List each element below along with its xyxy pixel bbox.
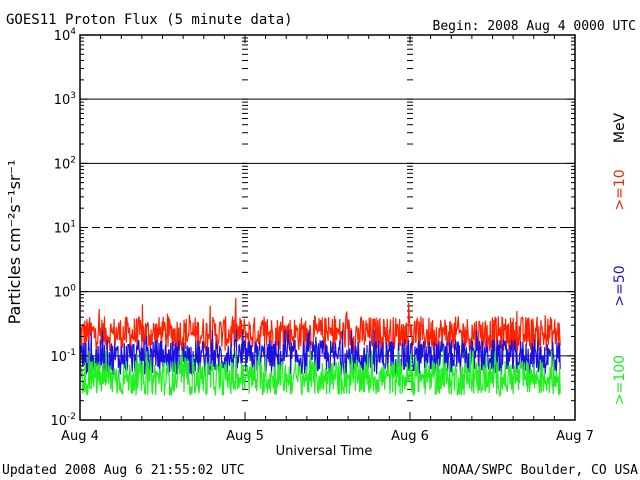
y-tick-label: 102 [54, 155, 76, 172]
y-axis-title: Particles cm⁻²s⁻¹sr⁻¹ [5, 160, 24, 325]
x-tick-label: Aug 4 [61, 429, 99, 444]
x-tick-label: Aug 6 [391, 429, 429, 444]
chart-title: GOES11 Proton Flux (5 minute data) [6, 12, 293, 28]
y-tick-label: 103 [54, 91, 76, 108]
legend-ge100: >=100 [612, 355, 628, 405]
x-axis-title: Universal Time [276, 444, 373, 459]
series-line-ge100 [79, 348, 561, 398]
credit-line: NOAA/SWPC Boulder, CO USA [442, 463, 638, 478]
y-tick-labels: 10-2 10-1 100 101 102 103 104 [50, 27, 76, 429]
legend-unit-mev: MeV [612, 112, 628, 143]
y-tick-label: 10-1 [50, 348, 76, 365]
legend-ge10: >=10 [612, 169, 628, 210]
y-tick-label: 10-2 [50, 412, 76, 429]
series-line-ge10 [79, 297, 561, 353]
updated-timestamp: Updated 2008 Aug 6 21:55:02 UTC [2, 463, 245, 478]
series-layer [79, 297, 561, 398]
x-tick-labels: Aug 4 Aug 5 Aug 6 Aug 7 [61, 429, 594, 444]
x-tick-label: Aug 7 [556, 429, 594, 444]
x-tick-label: Aug 5 [226, 429, 264, 444]
day-boundary-marker [407, 37, 413, 402]
legend-ge50: >=50 [612, 265, 628, 306]
begin-time: Begin: 2008 Aug 4 0000 UTC [433, 19, 637, 34]
y-tick-label: 101 [54, 220, 76, 237]
axes [79, 34, 576, 421]
y-tick-label: 100 [54, 284, 77, 301]
y-tick-label: 104 [54, 27, 77, 44]
series-line-ge50 [79, 330, 561, 377]
